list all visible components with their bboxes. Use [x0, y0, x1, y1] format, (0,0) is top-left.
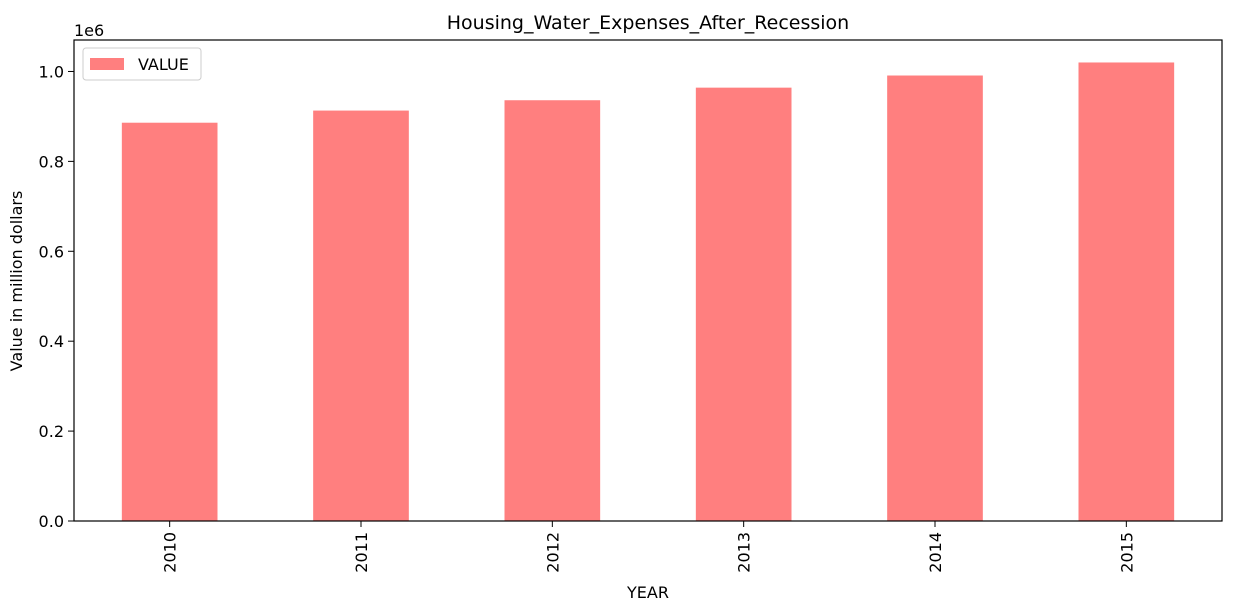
y-tick-label: 0.8 [39, 152, 64, 171]
bar-2015 [1078, 62, 1175, 522]
bar-2010 [121, 122, 218, 521]
y-tick-label: 0.6 [39, 242, 64, 261]
bars-group [121, 62, 1175, 522]
y-tick-label: 0.0 [39, 512, 64, 531]
x-tick-label: 2014 [926, 532, 945, 573]
legend-box [82, 47, 202, 81]
y-ticks-group: 0.0 0.2 0.4 0.6 0.8 1.0 [39, 62, 74, 531]
plot-frame [73, 39, 1223, 522]
x-tick-label: 2011 [352, 532, 371, 573]
y-tick-label: 1.0 [39, 62, 64, 81]
x-ticks-group: 2010 2011 2012 2013 2014 2015 [161, 521, 1136, 573]
bar-2011 [313, 110, 409, 522]
bar-2013 [695, 87, 792, 522]
legend-label: VALUE [138, 55, 189, 74]
x-tick-label: 2015 [1117, 532, 1136, 573]
x-tick-label: 2013 [735, 532, 754, 573]
y-tick-label: 0.2 [39, 422, 64, 441]
x-axis-label: YEAR [626, 583, 669, 602]
y-offset-label: 1e6 [74, 21, 104, 40]
bar-2014 [887, 75, 983, 521]
legend: VALUE [82, 47, 202, 81]
y-axis-label: Value in million dollars [7, 191, 26, 372]
legend-swatch [90, 58, 124, 70]
bar-2012 [504, 100, 601, 522]
chart-title: Housing_Water_Expenses_After_Recession [447, 12, 849, 34]
y-tick-label: 0.4 [39, 332, 64, 351]
x-tick-label: 2010 [161, 532, 180, 573]
x-tick-label: 2012 [543, 532, 562, 573]
